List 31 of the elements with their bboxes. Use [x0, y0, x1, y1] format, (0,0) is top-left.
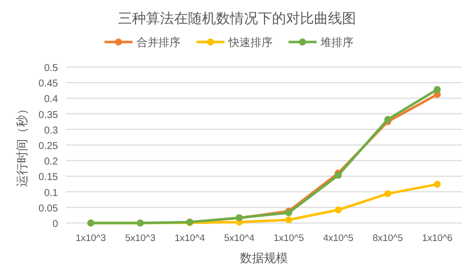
y-tick-label: 0.25 — [38, 141, 58, 152]
y-tick-label: 0.35 — [38, 110, 58, 121]
point — [434, 180, 441, 188]
title: 三种算法在随机数情况下的对比曲线图 — [118, 10, 356, 26]
legend-label: 堆排序 — [320, 36, 354, 49]
y-axis-title: 运行时间（秒） — [15, 103, 29, 187]
y-tick-label: 0.4 — [44, 94, 58, 106]
point — [384, 190, 392, 198]
x-tick-label: 4x10^5 — [323, 233, 354, 244]
x-tick-label: 5x10^4 — [224, 233, 254, 244]
y-tick-label: 0.05 — [38, 203, 58, 214]
y-tick-label: 0.5 — [44, 63, 58, 74]
x-tick-label: 8x10^5 — [372, 233, 403, 244]
point — [334, 206, 342, 214]
y-tick-label: 0.2 — [44, 156, 58, 168]
y-tick-label: 0.45 — [38, 78, 58, 90]
point — [384, 116, 392, 123]
x-axis-title: 数据规模 — [240, 251, 288, 265]
point — [285, 216, 292, 224]
x-tick-label: 1x10^3 — [76, 233, 106, 244]
x-tick-label: 1x10^6 — [422, 233, 452, 244]
legend-label: 快速排序 — [228, 36, 272, 49]
x-tick-label: 5x10^3 — [125, 233, 156, 244]
legend-label: 合并排序 — [136, 36, 180, 49]
point — [434, 86, 441, 93]
y-tick-label: 0.1 — [44, 188, 58, 199]
y-tick-label: 0.3 — [44, 125, 58, 136]
x-tick-label: 1x10^4 — [174, 233, 205, 244]
y-tick-label: 0.15 — [38, 172, 58, 184]
y-tick-label: 0 — [52, 219, 58, 230]
x-tick-label: 1x10^5 — [274, 233, 304, 244]
